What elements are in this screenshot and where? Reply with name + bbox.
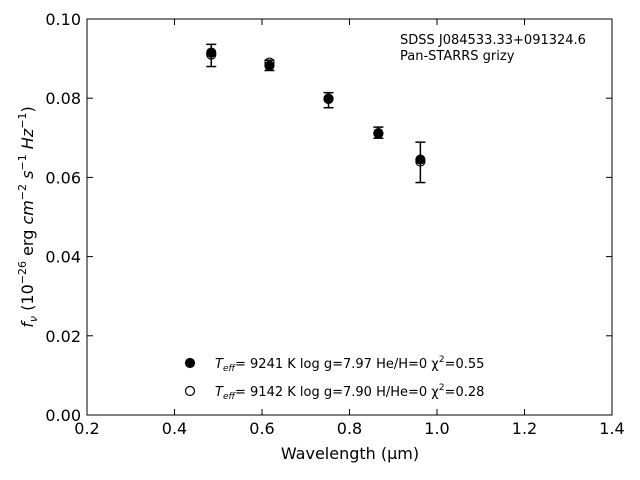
- annotation-line2: Pan-STARRS grizy: [400, 49, 515, 64]
- y-tick-label: 0.00: [45, 406, 81, 425]
- legend-marker-open: [184, 385, 196, 397]
- markers-group: [206, 47, 426, 167]
- x-tick-label: 0.6: [249, 419, 274, 438]
- y-tick-label: 0.08: [45, 89, 81, 108]
- point-open: [415, 156, 426, 167]
- x-tick-label: 1.2: [512, 419, 537, 438]
- y-tick-label: 0.04: [45, 248, 81, 267]
- x-tick-label: 0.8: [337, 419, 362, 438]
- legend-label: Teff= 9142 K log g=7.90 H/He=0 χ2=0.28: [215, 383, 484, 402]
- svg-text:fν (10−26 erg cm−2 s−1 Hz−1): fν (10−26 erg cm−2 s−1 Hz−1): [16, 106, 40, 327]
- x-tick-label: 1.0: [424, 419, 449, 438]
- ticks-group: 0.2 0.4 0.6 0.8 1.0 1.2 1.4 0.00 0.02 0.04 0.06 0.0…: [45, 10, 624, 438]
- annotation-line1: SDSS J084533.33+091324.6: [400, 33, 586, 48]
- x-tick-label: 0.2: [74, 419, 99, 438]
- y-tick-label: 0.02: [45, 327, 81, 346]
- y-tick-label: 0.10: [45, 10, 81, 29]
- plot-area: [86, 18, 613, 416]
- legend-marker-filled: [184, 357, 196, 369]
- x-axis-label: Wavelength (μm): [281, 444, 419, 463]
- legend-label: Teff= 9241 K log g=7.97 He/H=0 χ2=0.55: [215, 355, 484, 374]
- x-tick-label: 1.4: [599, 419, 624, 438]
- legend: Teff= 9241 K log g=7.97 He/H=0 χ2=0.55 Te…: [184, 355, 484, 402]
- y-tick-label: 0.06: [45, 168, 81, 187]
- y-axis-label: fν (10−26 erg cm−2 s−1 Hz−1): [16, 106, 40, 327]
- point-open: [373, 127, 384, 139]
- point-filled: [264, 60, 275, 71]
- point-open: [264, 57, 275, 68]
- x-tick-label: 0.4: [162, 419, 187, 438]
- point-open: [323, 93, 334, 104]
- point-open: [206, 49, 217, 60]
